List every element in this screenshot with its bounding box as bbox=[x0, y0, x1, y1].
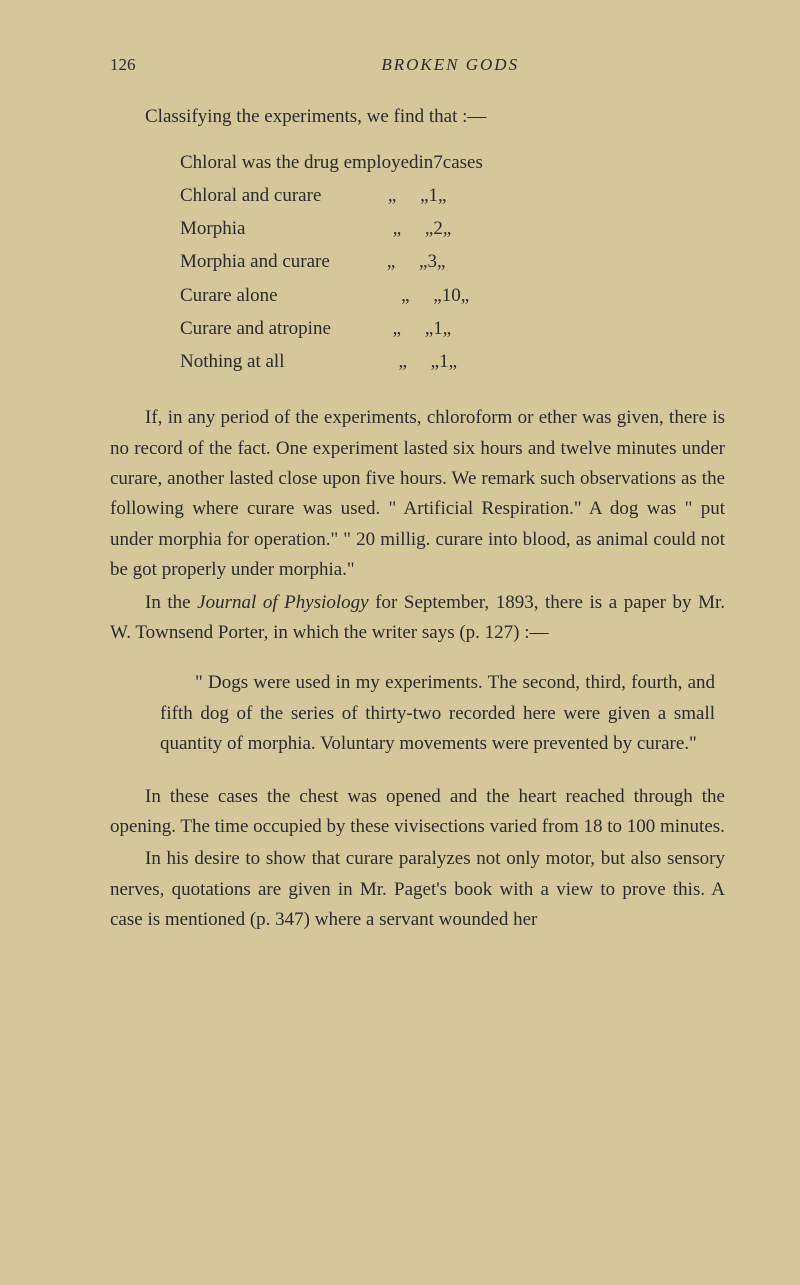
drug-count: 1 bbox=[429, 179, 439, 212]
drug-count: 10 bbox=[442, 279, 461, 312]
paragraph-1: If, in any period of the experiments, ch… bbox=[110, 403, 725, 585]
drug-row-4: Curare alone „ „ 10 „ bbox=[180, 279, 725, 312]
page-number: 126 bbox=[110, 55, 136, 75]
journal-title: Journal of Physiology bbox=[197, 592, 368, 613]
drug-count: 1 bbox=[439, 345, 449, 378]
drug-row-5: Curare and atropine „ „ 1 „ bbox=[180, 312, 725, 345]
drug-name: Curare alone bbox=[180, 279, 278, 312]
paragraph-3: In these cases the chest was opened and … bbox=[110, 782, 725, 843]
drug-unit: „ bbox=[443, 212, 451, 245]
drug-name: Morphia and curare bbox=[180, 245, 330, 278]
quote-text: " Dogs were used in my experiments. The … bbox=[160, 668, 715, 759]
drug-row-3: Morphia and curare „ „ 3 „ bbox=[180, 245, 725, 278]
drug-in: „ bbox=[433, 279, 441, 312]
drug-name: Curare and atropine bbox=[180, 312, 331, 345]
drug-count: 2 bbox=[433, 212, 443, 245]
drug-unit: „ bbox=[437, 245, 445, 278]
drug-row-1: Chloral and curare „ „ 1 „ bbox=[180, 179, 725, 212]
drug-row-6: Nothing at all „ „ 1 „ bbox=[180, 345, 725, 378]
drug-in: „ bbox=[431, 345, 439, 378]
drug-count: 1 bbox=[433, 312, 443, 345]
drug-in: „ bbox=[420, 179, 428, 212]
drug-unit: „ bbox=[461, 279, 469, 312]
drug-row-0: Chloral was the drug employed in 7 cases bbox=[180, 146, 725, 179]
paragraph-4: In his desire to show that curare paraly… bbox=[110, 844, 725, 935]
drug-name: Nothing at all bbox=[180, 345, 284, 378]
para2-pre: In the bbox=[145, 592, 197, 613]
drug-unit: cases bbox=[443, 146, 483, 179]
drug-in: in bbox=[419, 146, 434, 179]
drug-list: Chloral was the drug employed in 7 cases… bbox=[180, 146, 725, 379]
drug-in: „ bbox=[419, 245, 427, 278]
drug-unit: „ bbox=[449, 345, 457, 378]
drug-name: Chloral was the drug employed bbox=[180, 146, 419, 179]
drug-name: Morphia bbox=[180, 212, 245, 245]
drug-count: 3 bbox=[427, 245, 437, 278]
drug-row-2: Morphia „ „ 2 „ bbox=[180, 212, 725, 245]
drug-in: „ bbox=[425, 312, 433, 345]
book-title: BROKEN GODS bbox=[381, 55, 519, 75]
intro-line: Classifying the experiments, we find tha… bbox=[110, 103, 725, 132]
drug-unit: „ bbox=[438, 179, 446, 212]
drug-name: Chloral and curare bbox=[180, 179, 321, 212]
drug-count: 7 bbox=[433, 146, 443, 179]
paragraph-2: In the Journal of Physiology for Septemb… bbox=[110, 588, 725, 649]
quote-block: " Dogs were used in my experiments. The … bbox=[160, 668, 715, 759]
page-header: 126 BROKEN GODS bbox=[110, 55, 725, 75]
drug-unit: „ bbox=[443, 312, 451, 345]
drug-in: „ bbox=[425, 212, 433, 245]
